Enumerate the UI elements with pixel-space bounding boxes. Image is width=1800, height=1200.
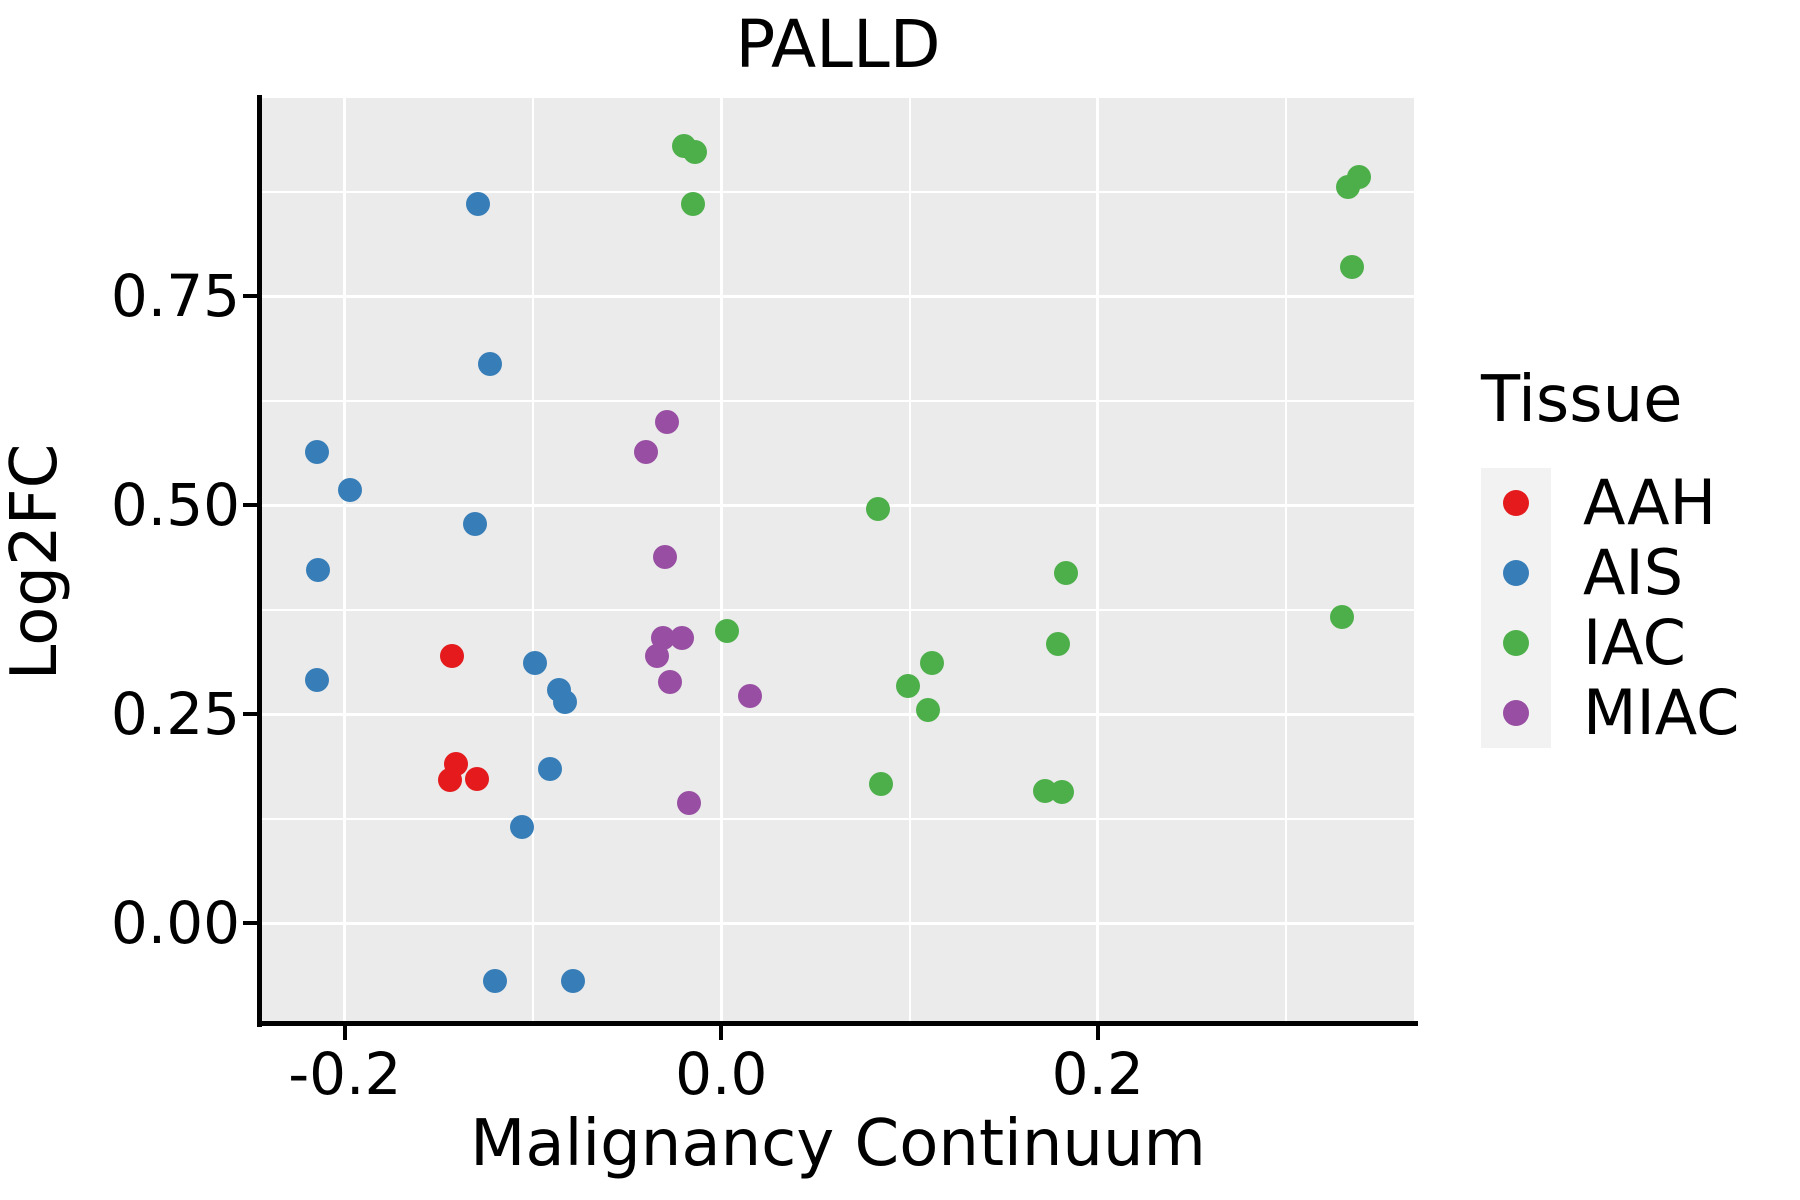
y-major-gridline bbox=[262, 712, 1414, 716]
legend-entry-miac: MIAC bbox=[1481, 678, 1739, 748]
x-tick-label: 0.0 bbox=[675, 1040, 768, 1108]
x-tick-mark bbox=[719, 1026, 724, 1040]
data-point-ais bbox=[462, 511, 487, 536]
x-tick-mark bbox=[1095, 1026, 1100, 1040]
legend-key bbox=[1481, 678, 1551, 748]
y-minor-gridline bbox=[262, 190, 1414, 193]
x-minor-gridline bbox=[1285, 98, 1287, 1021]
legend-key bbox=[1481, 468, 1551, 538]
legend-label: AIS bbox=[1583, 536, 1684, 609]
y-tick-label: 0.75 bbox=[110, 262, 240, 331]
data-point-iac bbox=[682, 140, 707, 165]
legend-entry-iac: IAC bbox=[1481, 608, 1739, 678]
data-point-iac bbox=[895, 673, 920, 698]
data-point-aah bbox=[438, 768, 463, 793]
legend-dot-icon bbox=[1503, 630, 1529, 656]
y-major-gridline bbox=[262, 921, 1414, 925]
x-axis-title: Malignancy Continuum bbox=[470, 1107, 1206, 1181]
data-point-iac bbox=[714, 618, 739, 643]
plot-panel bbox=[262, 98, 1414, 1021]
x-major-gridline bbox=[1096, 98, 1100, 1021]
y-tick-label: 0.00 bbox=[110, 889, 240, 958]
x-tick-label: 0.2 bbox=[1051, 1040, 1144, 1108]
data-point-miac bbox=[658, 670, 683, 695]
data-point-ais bbox=[304, 667, 329, 692]
data-point-ais bbox=[522, 651, 547, 676]
data-point-aah bbox=[464, 766, 489, 791]
data-point-ais bbox=[304, 440, 329, 465]
data-point-ais bbox=[553, 690, 578, 715]
x-axis-line bbox=[257, 1021, 1418, 1026]
y-tick-mark bbox=[243, 294, 257, 299]
legend-label: IAC bbox=[1583, 606, 1686, 679]
data-point-miac bbox=[654, 410, 679, 435]
plot-title: PALLD bbox=[735, 6, 941, 83]
data-point-miac bbox=[634, 440, 658, 465]
y-tick-label: 0.50 bbox=[110, 471, 240, 540]
legend-key bbox=[1481, 538, 1551, 608]
data-point-iac bbox=[869, 772, 894, 797]
legend-entries: AAH AIS IAC MIAC bbox=[1481, 468, 1739, 748]
data-point-miac bbox=[652, 544, 677, 569]
x-tick-label: -0.2 bbox=[288, 1040, 402, 1108]
y-axis-title: Log2FC bbox=[0, 443, 72, 681]
data-point-iac bbox=[1046, 631, 1071, 656]
data-point-miac bbox=[677, 790, 702, 815]
data-point-ais bbox=[560, 968, 585, 993]
y-major-gridline bbox=[262, 503, 1414, 507]
data-point-ais bbox=[509, 815, 534, 840]
legend-key bbox=[1481, 608, 1551, 678]
y-minor-gridline bbox=[262, 399, 1414, 402]
x-tick-mark bbox=[342, 1026, 347, 1040]
x-minor-gridline bbox=[532, 98, 535, 1021]
data-point-iac bbox=[681, 192, 706, 217]
data-point-iac bbox=[1339, 254, 1364, 279]
legend: Tissue AAH AIS IAC MIAC bbox=[1481, 368, 1739, 748]
data-point-iac bbox=[1330, 605, 1355, 630]
y-minor-gridline bbox=[262, 817, 1414, 820]
legend-entry-aah: AAH bbox=[1481, 468, 1739, 538]
legend-entry-ais: AIS bbox=[1481, 538, 1739, 608]
data-point-iac bbox=[865, 496, 890, 521]
data-point-iac bbox=[1053, 560, 1078, 585]
legend-title: Tissue bbox=[1481, 363, 1683, 437]
data-point-ais bbox=[483, 968, 508, 993]
y-tick-label: 0.25 bbox=[110, 680, 240, 749]
legend-dot-icon bbox=[1503, 490, 1529, 516]
y-axis-line bbox=[257, 95, 262, 1027]
data-point-iac bbox=[920, 651, 945, 676]
legend-label: AAH bbox=[1583, 466, 1717, 539]
y-tick-mark bbox=[243, 712, 257, 717]
data-point-iac bbox=[1050, 779, 1074, 804]
data-point-iac bbox=[1347, 164, 1372, 189]
legend-dot-icon bbox=[1503, 560, 1529, 586]
y-tick-mark bbox=[243, 921, 257, 926]
data-point-ais bbox=[306, 557, 331, 582]
y-major-gridline bbox=[262, 294, 1414, 298]
x-minor-gridline bbox=[908, 98, 911, 1021]
data-point-ais bbox=[538, 757, 562, 782]
y-tick-mark bbox=[243, 503, 257, 508]
data-point-miac bbox=[645, 643, 670, 668]
legend-label: MIAC bbox=[1583, 676, 1740, 749]
y-minor-gridline bbox=[262, 608, 1414, 611]
data-point-ais bbox=[338, 478, 363, 503]
data-point-iac bbox=[916, 697, 941, 722]
data-point-aah bbox=[440, 644, 465, 669]
legend-dot-icon bbox=[1503, 700, 1529, 726]
data-point-ais bbox=[477, 351, 502, 376]
data-point-ais bbox=[466, 192, 491, 217]
x-major-gridline bbox=[719, 98, 723, 1021]
data-point-miac bbox=[669, 626, 694, 651]
data-point-miac bbox=[737, 683, 762, 708]
x-major-gridline bbox=[343, 98, 347, 1021]
